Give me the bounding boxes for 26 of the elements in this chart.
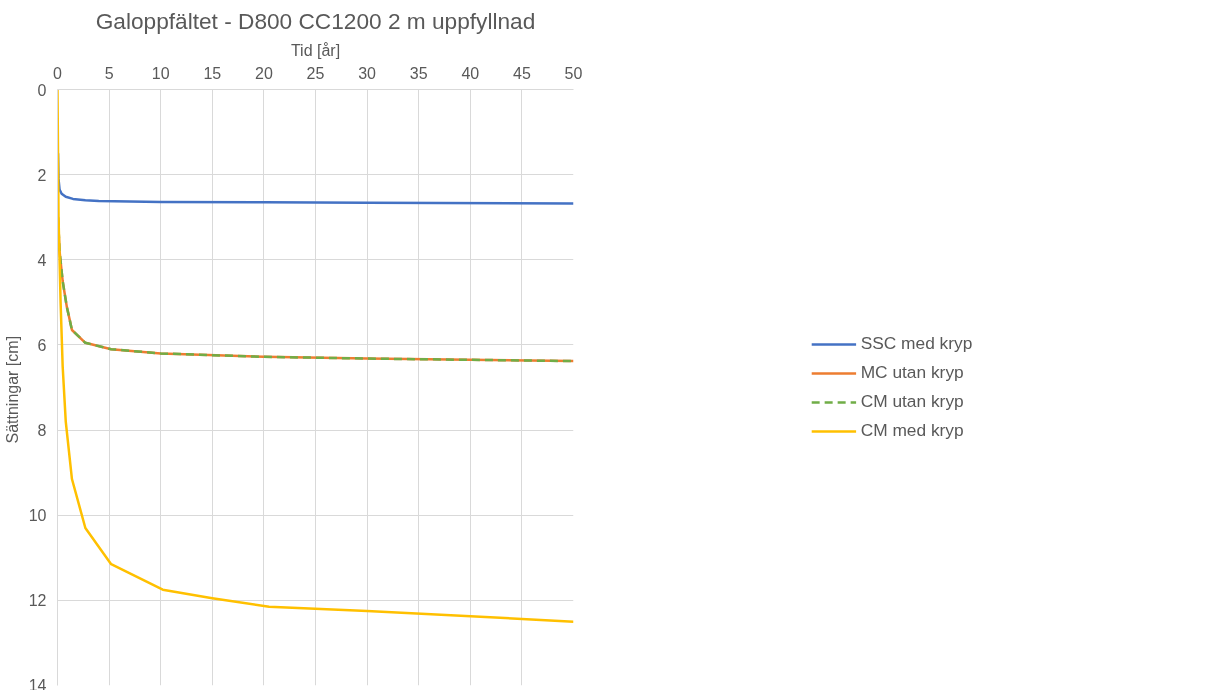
y-tick-label: 0 <box>37 81 47 99</box>
x-tick-label: 5 <box>104 64 114 82</box>
chart-title: Galoppfältet - D800 CC1200 2 m uppfyllnad <box>95 7 536 34</box>
legend-label: CM utan kryp <box>860 391 964 412</box>
y-axis-title: Sättningar [cm] <box>3 335 21 444</box>
x-tick-label: 40 <box>461 64 480 82</box>
x-tick-label: 15 <box>203 64 222 82</box>
x-tick-label: 25 <box>306 64 325 82</box>
x-tick-label: 50 <box>564 64 583 82</box>
y-tick-label: 10 <box>28 507 47 525</box>
y-tick-label: 8 <box>37 422 47 440</box>
legend-label: SSC med kryp <box>860 333 973 354</box>
legend-label: MC utan kryp <box>860 362 964 383</box>
x-tick-label: 30 <box>358 64 377 82</box>
x-tick-label: 0 <box>53 64 63 82</box>
y-tick-label: 2 <box>37 166 47 184</box>
y-tick-label: 4 <box>37 251 47 269</box>
x-tick-label: 20 <box>255 64 273 82</box>
y-tick-label: 12 <box>28 592 47 610</box>
y-tick-label: 6 <box>37 336 47 354</box>
x-axis-title: Tid [år] <box>290 41 341 59</box>
x-tick-label: 10 <box>151 64 170 82</box>
x-tick-label: 35 <box>409 64 428 82</box>
x-tick-label: 45 <box>513 64 531 82</box>
y-tick-label: 14 <box>28 676 47 694</box>
legend-label: CM med kryp <box>860 420 964 441</box>
